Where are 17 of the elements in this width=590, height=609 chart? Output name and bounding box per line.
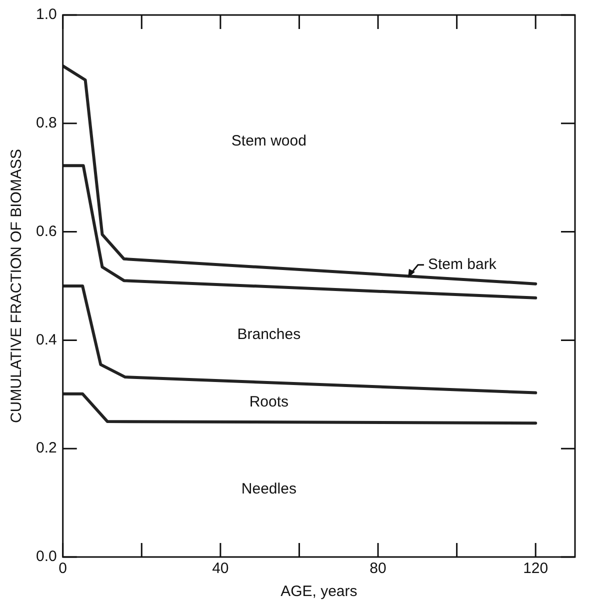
x-tick-label: 80 (370, 560, 386, 578)
y-tick-label: 0.6 (36, 222, 57, 240)
y-tick-label: 0.4 (36, 331, 57, 348)
annotation: Stem wood (231, 132, 306, 150)
x-tick-label: 120 (523, 560, 548, 578)
y-tick-label: 0.2 (36, 440, 57, 457)
annotation: Stem bark (428, 256, 497, 274)
y-axis-title: CUMULATIVE FRACTION OF BIOMASS (8, 149, 26, 423)
y-tick-label: 0.8 (36, 114, 57, 132)
x-axis-title: AGE, years (280, 583, 358, 600)
annotation: Needles (241, 480, 296, 498)
x-tick-label: 0 (58, 560, 68, 578)
annotation: Branches (237, 326, 301, 343)
y-tick-label: 1.0 (36, 6, 57, 24)
y-tick-label: 0.0 (36, 548, 57, 566)
x-tick-label: 40 (212, 560, 229, 578)
annotation: Roots (249, 393, 289, 410)
